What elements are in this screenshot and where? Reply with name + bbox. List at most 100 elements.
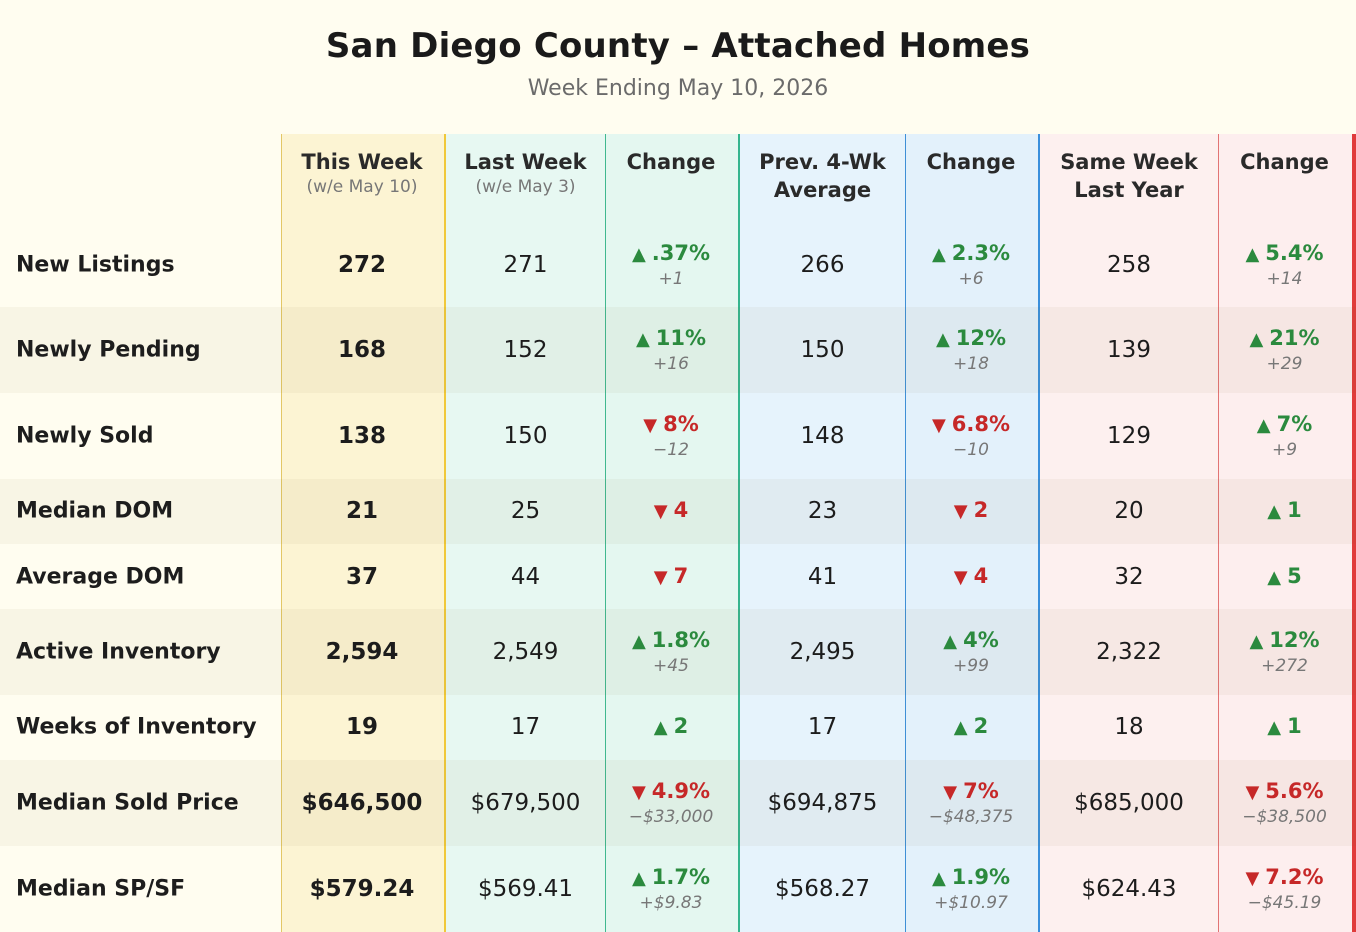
cell-this-week: 37 <box>345 564 378 590</box>
change-value: ▼ 4 <box>605 497 737 525</box>
page-title: San Diego County – Attached Homes <box>325 26 1031 66</box>
change-percent: 5.6% <box>1265 779 1324 803</box>
triangle-up-icon: ▲ <box>1267 501 1282 522</box>
cell-last-week: 17 <box>510 714 541 740</box>
page-subtitle: Week Ending May 10, 2026 <box>527 76 829 101</box>
row-label: Median SP/SF <box>16 876 186 902</box>
change-percent: 4.9% <box>651 779 711 803</box>
column-prev-4wk-average <box>740 134 905 932</box>
change-absolute: +9 <box>1271 440 1298 460</box>
change-percent: .37% <box>651 241 711 265</box>
cell-change: ▼ 4 <box>905 563 1037 591</box>
cell-change: ▼ 8% −12 <box>605 411 737 461</box>
cell-this-week: 272 <box>337 252 386 278</box>
triangle-up-icon: ▲ <box>1249 329 1264 350</box>
triangle-up-icon: ▲ <box>1256 415 1271 436</box>
change-percent: 12% <box>1269 628 1320 652</box>
triangle-up-icon: ▲ <box>1245 244 1260 265</box>
cell-last-year: 129 <box>1107 423 1151 449</box>
cell-last-week: $679,500 <box>470 790 581 816</box>
row-label: New Listings <box>16 252 175 278</box>
change-value: ▼ 7.2% <box>1218 864 1351 892</box>
change-absolute: +6 <box>958 269 984 289</box>
change-value: ▲ .37% <box>605 240 737 268</box>
cell-change: ▲ 12% +272 <box>1218 627 1351 677</box>
change-value: ▼ 5.6% <box>1218 778 1351 806</box>
cell-change: ▲ 4% +99 <box>905 627 1037 677</box>
cell-change: ▲ 5.4% +14 <box>1218 240 1351 290</box>
cell-change: ▲ 7% +9 <box>1218 411 1351 461</box>
change-value: ▲ 2.3% <box>905 240 1037 268</box>
change-percent: 1 <box>1287 498 1302 522</box>
cell-last-week: 25 <box>510 498 541 524</box>
cell-change: ▼ 4 <box>605 497 737 525</box>
change-absolute: +29 <box>1266 354 1303 374</box>
change-value: ▲ 2 <box>605 713 737 741</box>
row-stripe <box>0 609 1356 695</box>
cell-last-year: $624.43 <box>1081 876 1177 902</box>
change-value: ▲ 1.8% <box>605 627 737 655</box>
cell-change: ▲ 1.9% +$10.97 <box>905 864 1037 914</box>
header-avg-line2: Average <box>773 178 872 202</box>
change-absolute: −$38,500 <box>1242 807 1327 827</box>
change-percent: 2 <box>973 498 989 522</box>
triangle-up-icon: ▲ <box>635 329 650 350</box>
row-label: Median DOM <box>16 498 174 524</box>
change-value: ▲ 5.4% <box>1218 240 1351 268</box>
triangle-down-icon: ▼ <box>943 782 958 803</box>
triangle-down-icon: ▼ <box>653 567 668 588</box>
change-value: ▼ 2 <box>905 497 1037 525</box>
change-value: ▼ 4 <box>905 563 1037 591</box>
change-value: ▲ 2 <box>905 713 1037 741</box>
row-stripe <box>0 479 1356 544</box>
triangle-up-icon: ▲ <box>931 244 946 265</box>
header-change-3: Change <box>1240 150 1329 174</box>
column-change-average <box>905 134 1041 932</box>
triangle-up-icon: ▲ <box>631 868 646 889</box>
triangle-up-icon: ▲ <box>943 631 958 652</box>
header-change-1: Change <box>626 150 716 174</box>
row-stripe <box>0 760 1356 846</box>
change-percent: 1.8% <box>651 628 711 652</box>
change-absolute: +14 <box>1266 269 1303 289</box>
cell-this-week: 21 <box>345 498 378 524</box>
cell-change: ▼ 4.9% −$33,000 <box>605 778 737 828</box>
change-percent: 7.2% <box>1265 865 1324 889</box>
triangle-down-icon: ▼ <box>1245 782 1260 803</box>
cell-change: ▲ 5 <box>1218 563 1351 591</box>
cell-change: ▲ 2.3% +6 <box>905 240 1037 290</box>
cell-last-year: 139 <box>1107 337 1151 363</box>
change-value: ▲ 1.7% <box>605 864 737 892</box>
cell-last-year: 258 <box>1107 252 1151 278</box>
header-this-week-date: (w/e May 10) <box>306 177 418 197</box>
change-absolute: +$10.97 <box>934 893 1008 913</box>
change-percent: 6.8% <box>951 412 1011 436</box>
triangle-up-icon: ▲ <box>1267 567 1282 588</box>
change-percent: 4% <box>963 628 999 652</box>
change-percent: 5.4% <box>1265 241 1324 265</box>
column-last-week <box>446 134 605 932</box>
triangle-up-icon: ▲ <box>935 329 950 350</box>
triangle-up-icon: ▲ <box>631 244 646 265</box>
cell-last-week: $569.41 <box>477 876 574 902</box>
change-percent: 7% <box>963 779 999 803</box>
change-percent: 12% <box>955 326 1007 350</box>
change-percent: 2 <box>973 714 989 738</box>
cell-last-week: 2,549 <box>492 639 559 665</box>
cell-change: ▲ 1 <box>1218 713 1351 741</box>
cell-last-week: 152 <box>503 337 548 363</box>
cell-change: ▲ 2 <box>905 713 1037 741</box>
change-value: ▼ 7 <box>605 563 737 591</box>
change-value: ▲ 1 <box>1218 713 1351 741</box>
change-value: ▲ 21% <box>1218 325 1351 353</box>
change-value: ▲ 12% <box>905 325 1037 353</box>
cell-change: ▲ 1.7% +$9.83 <box>605 864 737 914</box>
cell-change: ▲ .37% +1 <box>605 240 737 290</box>
cell-this-week: $646,500 <box>301 790 423 816</box>
change-absolute: +45 <box>653 656 689 676</box>
change-value: ▲ 5 <box>1218 563 1351 591</box>
cell-avg: 266 <box>800 252 845 278</box>
change-percent: 5 <box>1287 564 1302 588</box>
triangle-up-icon: ▲ <box>631 631 646 652</box>
cell-change: ▼ 6.8% −10 <box>905 411 1037 461</box>
